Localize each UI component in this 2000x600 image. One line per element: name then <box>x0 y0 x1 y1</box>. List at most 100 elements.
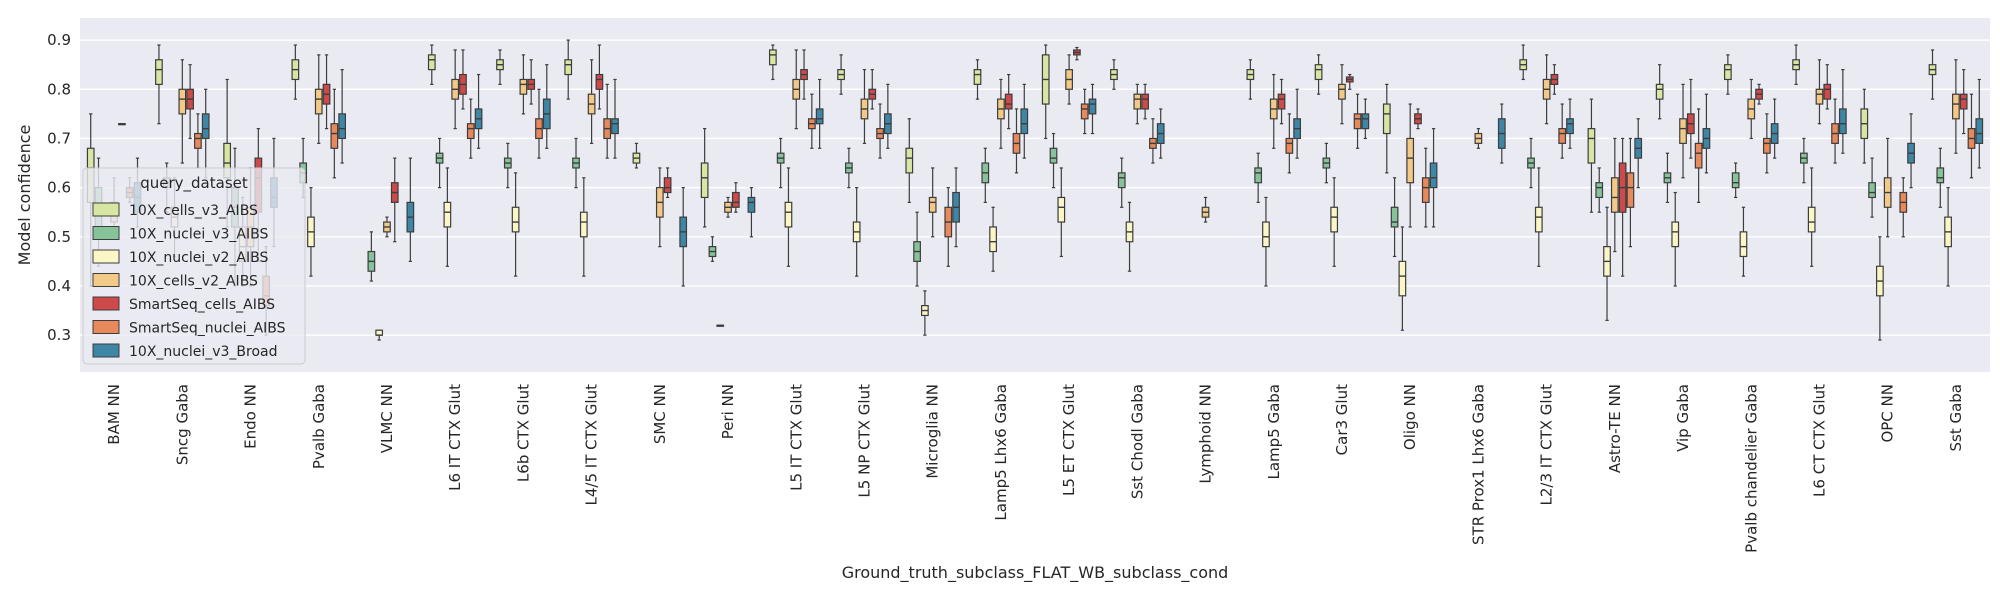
box-iqr <box>1671 221 1680 248</box>
x-tick-label: Vip Gaba <box>1674 384 1692 452</box>
box-iqr <box>1254 167 1263 184</box>
y-tick-label: 0.3 <box>47 326 71 344</box>
box-iqr <box>1587 128 1596 164</box>
box-element <box>511 172 520 277</box>
category-group <box>632 142 688 287</box>
box-element <box>837 54 845 95</box>
box-element <box>1610 137 1619 253</box>
box-element <box>655 167 664 248</box>
box-iqr <box>1762 137 1771 154</box>
box-element <box>1020 83 1029 159</box>
y-tick-label: 0.6 <box>47 179 71 197</box>
box-element <box>1519 44 1528 81</box>
box-iqr <box>700 162 709 199</box>
box-element <box>792 49 801 130</box>
box-iqr <box>1626 172 1635 208</box>
x-axis-title: Ground_truth_subclass_FLAT_WB_subclass_c… <box>842 563 1229 583</box>
legend-label: SmartSeq_cells_AIBS <box>129 297 275 313</box>
box-element <box>1792 44 1800 85</box>
legend-swatch <box>92 226 120 240</box>
box-element <box>989 206 997 272</box>
y-tick-label: 0.5 <box>47 228 71 246</box>
box-element <box>564 39 573 100</box>
legend-items: 10X_cells_v3_AIBS 10X_nuclei_v3_AIBS 10X_n… <box>92 202 286 360</box>
box-element <box>427 44 436 85</box>
category-group <box>1474 103 1506 164</box>
legend-swatch <box>92 202 120 217</box>
box-iqr <box>427 54 436 71</box>
category-group <box>1519 44 1574 267</box>
box-iqr <box>375 329 384 336</box>
box-element <box>443 167 452 267</box>
legend-item: SmartSeq_nuclei_AIBS <box>92 320 286 337</box>
box-element <box>595 44 604 110</box>
box-iqr <box>1959 93 1968 110</box>
x-tick-label: Sncg Gaba <box>173 384 191 465</box>
x-tick-label: Oligo NN <box>1401 384 1419 450</box>
box-iqr <box>178 88 187 115</box>
box-iqr <box>579 211 588 238</box>
box-element <box>1534 167 1543 267</box>
box-element <box>1277 78 1286 125</box>
legend-label: 10X_nuclei_v3_Broad <box>129 344 278 360</box>
box-iqr <box>155 59 163 85</box>
box-element <box>663 167 672 199</box>
box-iqr <box>1566 118 1574 135</box>
box-element <box>1049 132 1058 189</box>
box-element <box>1634 118 1643 189</box>
box-element <box>1944 187 1952 287</box>
box-element <box>1345 73 1354 90</box>
x-tick-labels: BAM NN Sncg Gaba Endo NN Pvalb Gaba VLMC NN L… <box>105 384 1965 553</box>
box-element <box>375 329 384 341</box>
box-element <box>1702 93 1711 174</box>
box-iqr <box>1285 137 1294 154</box>
box-iqr <box>1936 167 1945 184</box>
box-element <box>800 49 808 100</box>
box-element <box>1088 83 1097 135</box>
legend-label: 10X_nuclei_v2_AIBS <box>129 250 268 266</box>
category-group <box>1655 64 1711 287</box>
box-iqr <box>1390 206 1399 228</box>
box-element <box>724 196 732 218</box>
category-group <box>1041 44 1097 258</box>
box-element <box>1831 98 1839 164</box>
box-iqr <box>1975 118 1984 144</box>
box-element <box>997 78 1005 149</box>
y-tick-labels: 0.3 0.4 0.5 0.6 0.7 0.8 0.9 <box>47 31 71 344</box>
box-element <box>307 187 315 277</box>
x-tick-label: Sst Chodl Gaba <box>1128 384 1146 499</box>
box-iqr <box>1558 128 1567 144</box>
box-element <box>731 182 740 213</box>
box-element <box>338 69 347 164</box>
box-element <box>768 44 777 81</box>
box-element <box>1398 226 1407 331</box>
box-element <box>1406 103 1415 228</box>
box-element <box>1141 83 1149 120</box>
x-tick-label: L6 IT CTX Glut <box>446 384 464 491</box>
box-element <box>1936 147 1945 208</box>
box-iqr <box>663 177 672 194</box>
box-iqr <box>1398 260 1407 297</box>
x-tick-label: L2/3 IT CTX Glut <box>1538 384 1556 506</box>
box-iqr <box>314 88 323 115</box>
legend-item: 10X_nuclei_v3_Broad <box>92 343 278 360</box>
box-element <box>952 167 960 248</box>
y-axis-title: Model confidence <box>15 125 34 266</box>
box-element <box>1723 54 1732 95</box>
x-tick-label: Astro-TE NN <box>1606 384 1624 473</box>
box-iqr <box>1723 64 1732 81</box>
box-element <box>905 118 914 203</box>
box-element <box>708 236 717 262</box>
box-element <box>1254 152 1263 203</box>
box-element <box>1073 46 1081 61</box>
box-element <box>1587 98 1596 213</box>
box-iqr <box>905 147 914 174</box>
box-element <box>1952 59 1960 154</box>
box-element <box>852 187 861 277</box>
box-element <box>1361 98 1370 140</box>
box-element <box>291 44 300 100</box>
box-iqr <box>1694 142 1703 169</box>
box-element <box>474 73 483 149</box>
box-element <box>1671 191 1680 287</box>
box-element <box>1762 113 1771 174</box>
